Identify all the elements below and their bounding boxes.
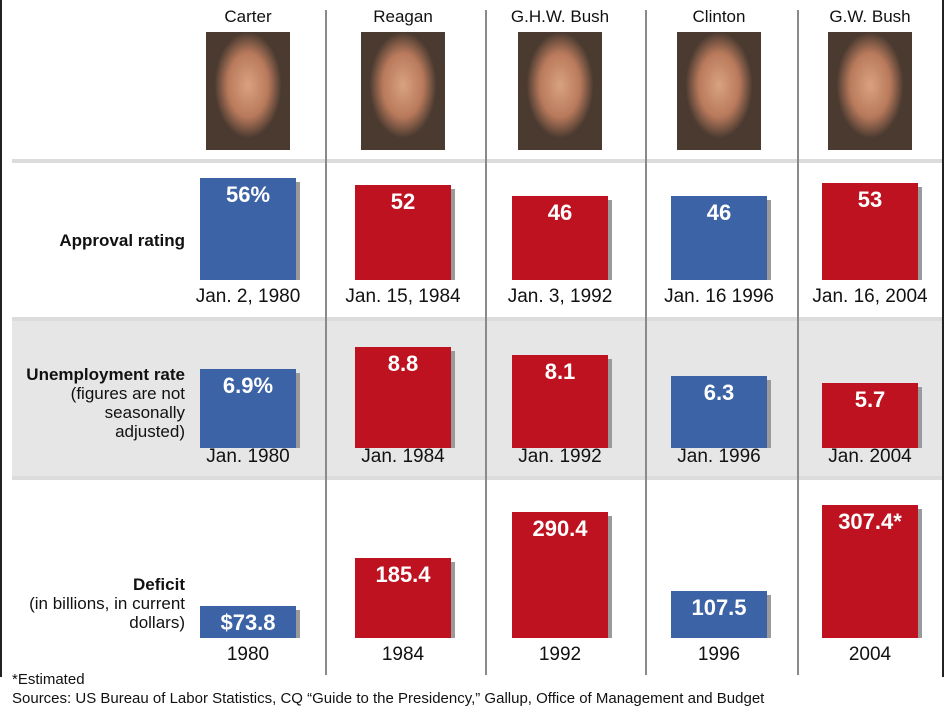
date-label: Jan. 1996 [641,446,797,468]
column-separator [797,10,799,675]
value-label: 185.4 [355,562,451,588]
value-label: $73.8 [200,610,296,636]
row-subtitle: (figures are not seasonally adjusted) [60,384,185,441]
sources: Sources: US Bureau of Labor Statistics, … [12,690,764,707]
column-separator [325,10,327,675]
date-label: 2004 [792,644,946,666]
president-name: G.W. Bush [795,7,945,27]
portrait [677,32,761,150]
value-label: 107.5 [671,595,767,621]
row-label: Approval rating [8,231,185,250]
date-label: 1996 [641,644,797,666]
portrait [361,32,445,150]
row-title: Unemployment rate [8,365,185,384]
date-label: Jan. 1984 [325,446,481,468]
date-label: Jan. 1980 [170,446,326,468]
row-title: Deficit [8,575,185,594]
column-separator [485,10,487,675]
portrait [206,32,290,150]
row-label: Deficit(in billions, in current dollars) [8,575,185,632]
president-name: Clinton [644,7,794,27]
value-label: 8.8 [355,351,451,377]
date-label: Jan. 2, 1980 [170,286,326,308]
row-title: Approval rating [8,231,185,250]
value-label: 53 [822,187,918,213]
date-label: 1992 [482,644,638,666]
date-label: Jan. 2004 [792,446,946,468]
right-border [942,0,944,677]
row-separator [12,476,942,480]
value-label: 8.1 [512,359,608,385]
value-label: 290.4 [512,516,608,542]
value-label: 52 [355,189,451,215]
row-separator [12,159,942,163]
portrait [518,32,602,150]
row-separator [12,317,942,321]
date-label: Jan. 15, 1984 [325,286,481,308]
left-border [0,0,2,677]
date-label: Jan. 16 1996 [641,286,797,308]
president-name: Reagan [328,7,478,27]
row-label: Unemployment rate(figures are not season… [8,365,185,441]
date-label: 1984 [325,644,481,666]
president-name: G.H.W. Bush [485,7,635,27]
infographic: *Estimated Sources: US Bureau of Labor S… [0,0,946,716]
value-label: 6.9% [200,373,296,399]
value-label: 46 [512,200,608,226]
value-label: 56% [200,182,296,208]
date-label: Jan. 1992 [482,446,638,468]
value-label: 5.7 [822,387,918,413]
footnote: *Estimated [12,671,85,688]
date-label: Jan. 16, 2004 [792,286,946,308]
president-name: Carter [173,7,323,27]
date-label: 1980 [170,644,326,666]
column-separator [645,10,647,675]
row-subtitle: (in billions, in current dollars) [10,594,185,632]
value-label: 307.4* [822,509,918,535]
value-label: 6.3 [671,380,767,406]
value-label: 46 [671,200,767,226]
portrait [828,32,912,150]
date-label: Jan. 3, 1992 [482,286,638,308]
